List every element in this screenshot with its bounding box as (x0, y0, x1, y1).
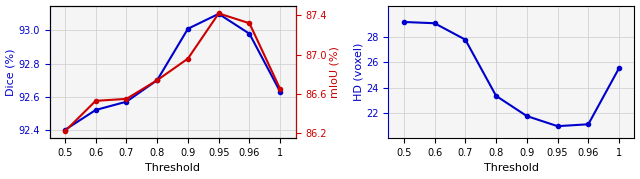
Y-axis label: Dice (%): Dice (%) (6, 48, 15, 96)
Y-axis label: mIoU (%): mIoU (%) (330, 46, 340, 98)
Y-axis label: HD (voxel): HD (voxel) (353, 43, 364, 101)
X-axis label: Threshold: Threshold (145, 163, 200, 173)
X-axis label: Threshold: Threshold (484, 163, 539, 173)
